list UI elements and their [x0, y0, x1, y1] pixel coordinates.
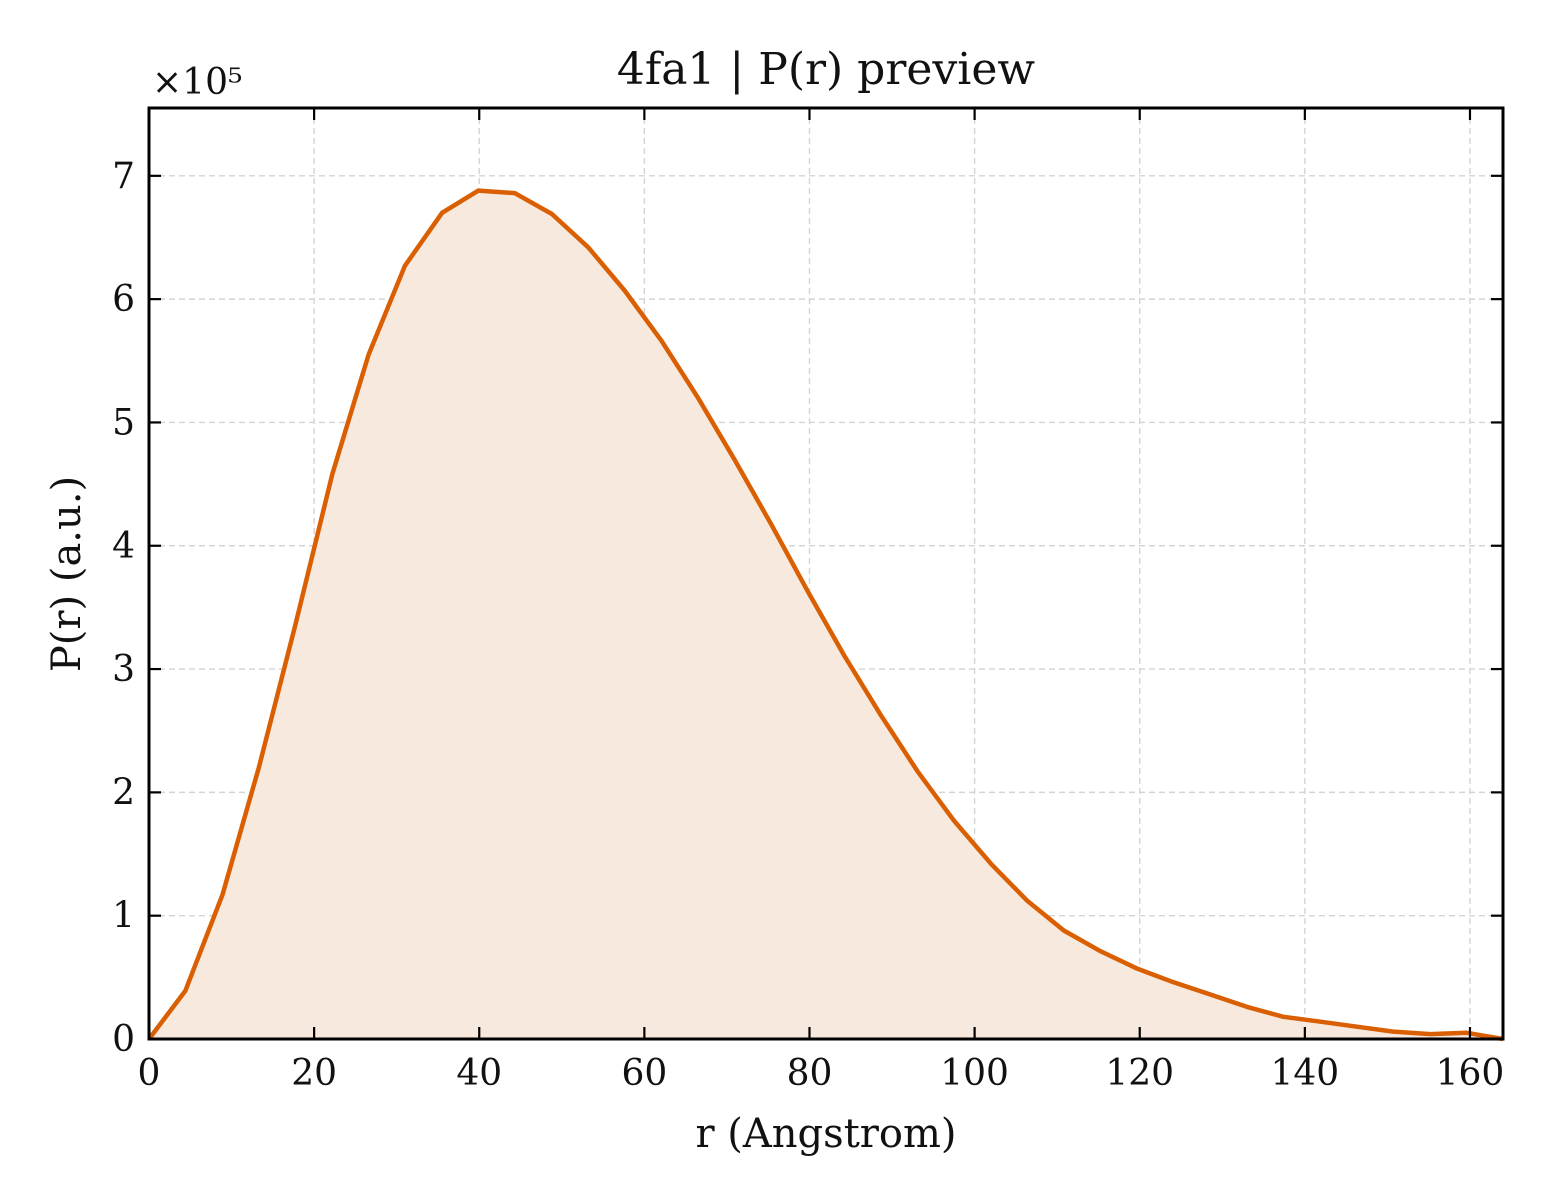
tick-labels: 0 20 40 60 80 100 120 140 160 0 1 2 3 4 5 6 7	[112, 156, 1504, 1094]
x-tick-label: 60	[621, 1053, 667, 1094]
x-axis-title: r (Angstrom)	[695, 1111, 956, 1157]
y-tick-label: 0	[112, 1019, 135, 1060]
y-tick-label: 1	[112, 896, 135, 937]
y-axis-title: P(r) (a.u.)	[44, 476, 90, 672]
x-tick-label: 20	[291, 1053, 337, 1094]
x-tick-label: 160	[1436, 1053, 1505, 1094]
y-tick-label: 6	[112, 279, 135, 320]
y-tick-label: 4	[112, 526, 135, 567]
y-tick-label: 7	[112, 156, 135, 197]
x-tick-label: 0	[138, 1053, 161, 1094]
x-tick-label: 140	[1270, 1053, 1339, 1094]
series-line	[147, 188, 1504, 1042]
x-tick-label: 100	[940, 1053, 1009, 1094]
plot-frame	[147, 106, 1505, 1041]
y-tick-label: 3	[112, 649, 135, 690]
x-tick-label: 120	[1105, 1053, 1174, 1094]
x-tick-label: 80	[787, 1053, 833, 1094]
tick-marks	[147, 108, 1503, 1041]
x-tick-label: 40	[456, 1053, 502, 1094]
y-tick-label: 5	[112, 402, 135, 443]
area-fill	[149, 190, 1503, 1040]
y-tick-label: 2	[112, 772, 135, 813]
y-scale-multiplier: ×10⁵	[152, 62, 242, 103]
chart-title: 4fa1 | P(r) preview	[617, 44, 1035, 95]
